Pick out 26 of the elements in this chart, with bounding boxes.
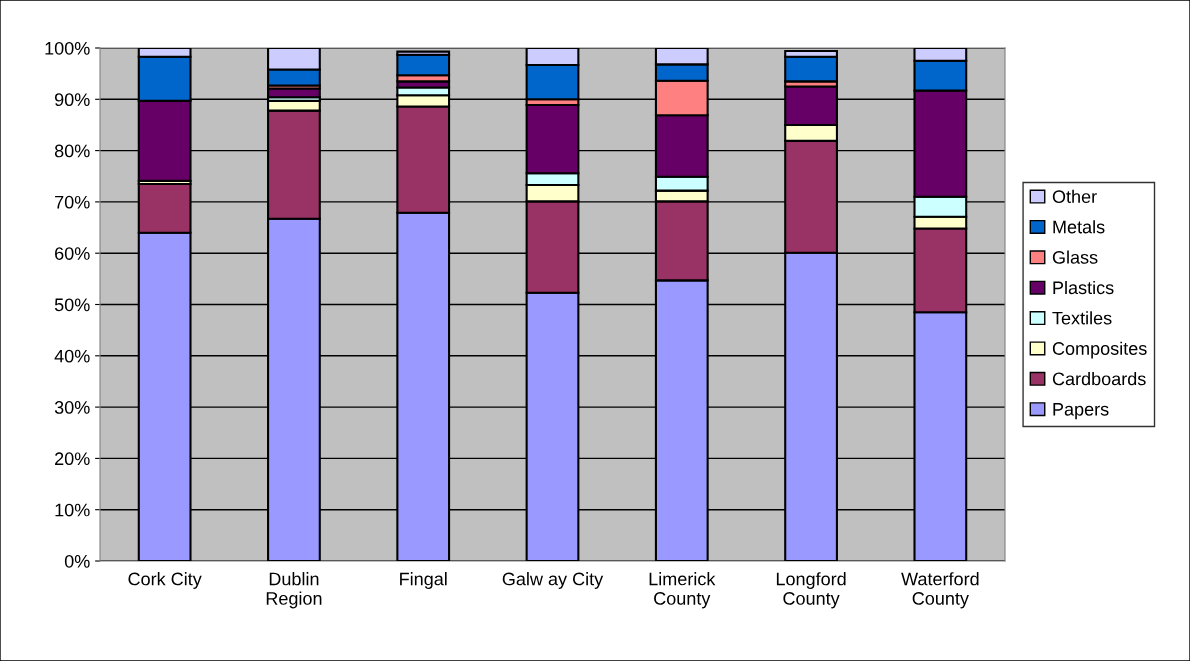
y-tick-label: 60% <box>55 247 90 260</box>
y-tick-label: 0% <box>64 554 90 568</box>
y-tick-label: 50% <box>54 298 90 312</box>
legend-label: Glass <box>1052 250 1098 264</box>
y-tick-label: 100% <box>45 41 90 55</box>
legend-label: Other <box>1052 189 1097 204</box>
y-tick-label: 10% <box>55 503 90 517</box>
x-tick-label: Longford County <box>776 572 846 609</box>
x-tick-label: Cork City <box>128 572 202 589</box>
legend-label: Textiles <box>1052 311 1112 325</box>
y-tick-label: 70% <box>55 195 90 209</box>
y-tick-label: 80% <box>54 144 90 158</box>
legend-label: Papers <box>1053 403 1109 420</box>
legend-label: Composites <box>1052 341 1147 359</box>
x-tick-label: Galw ay City <box>502 572 604 589</box>
x-tick-label: Fingal <box>400 572 447 589</box>
legend-label: Metals <box>1053 220 1105 234</box>
legend-label: Cardboards <box>1052 372 1146 386</box>
y-tick-label: 40% <box>54 349 90 363</box>
x-tick-label: Limerick County <box>649 572 716 609</box>
x-tick-label: Waterford County <box>901 572 979 609</box>
y-tick-label: 30% <box>54 401 90 414</box>
x-tick-label: Dublin Region <box>266 572 322 609</box>
y-tick-label: 20% <box>55 452 90 466</box>
y-tick-label: 90% <box>54 93 90 107</box>
legend-label: Plastics <box>1053 280 1114 295</box>
